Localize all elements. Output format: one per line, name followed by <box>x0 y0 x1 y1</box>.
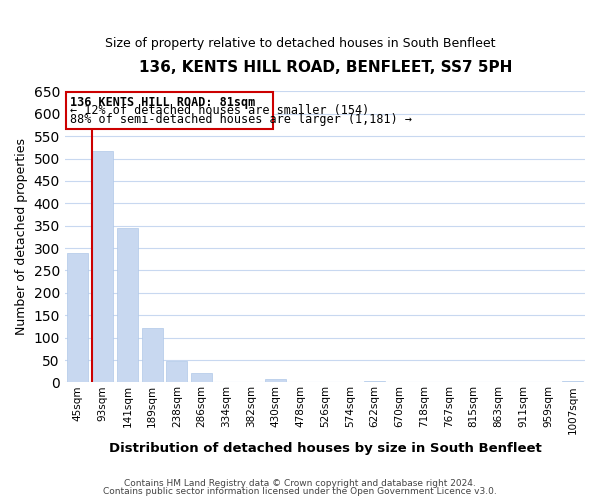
Bar <box>166 361 187 382</box>
Text: ← 12% of detached houses are smaller (154): ← 12% of detached houses are smaller (15… <box>70 104 369 118</box>
FancyBboxPatch shape <box>66 92 273 130</box>
Text: Size of property relative to detached houses in South Benfleet: Size of property relative to detached ho… <box>105 38 495 51</box>
Bar <box>117 228 138 382</box>
Title: 136, KENTS HILL ROAD, BENFLEET, SS7 5PH: 136, KENTS HILL ROAD, BENFLEET, SS7 5PH <box>139 60 512 75</box>
Bar <box>191 374 212 382</box>
Y-axis label: Number of detached properties: Number of detached properties <box>15 138 28 336</box>
Bar <box>92 151 113 382</box>
Bar <box>562 380 583 382</box>
Bar <box>142 328 163 382</box>
Text: Contains public sector information licensed under the Open Government Licence v3: Contains public sector information licen… <box>103 487 497 496</box>
Text: 88% of semi-detached houses are larger (1,181) →: 88% of semi-detached houses are larger (… <box>70 113 412 126</box>
Bar <box>364 380 385 382</box>
Text: 136 KENTS HILL ROAD: 81sqm: 136 KENTS HILL ROAD: 81sqm <box>70 96 255 109</box>
Bar <box>265 379 286 382</box>
Bar <box>67 252 88 382</box>
Text: Contains HM Land Registry data © Crown copyright and database right 2024.: Contains HM Land Registry data © Crown c… <box>124 478 476 488</box>
X-axis label: Distribution of detached houses by size in South Benfleet: Distribution of detached houses by size … <box>109 442 542 455</box>
